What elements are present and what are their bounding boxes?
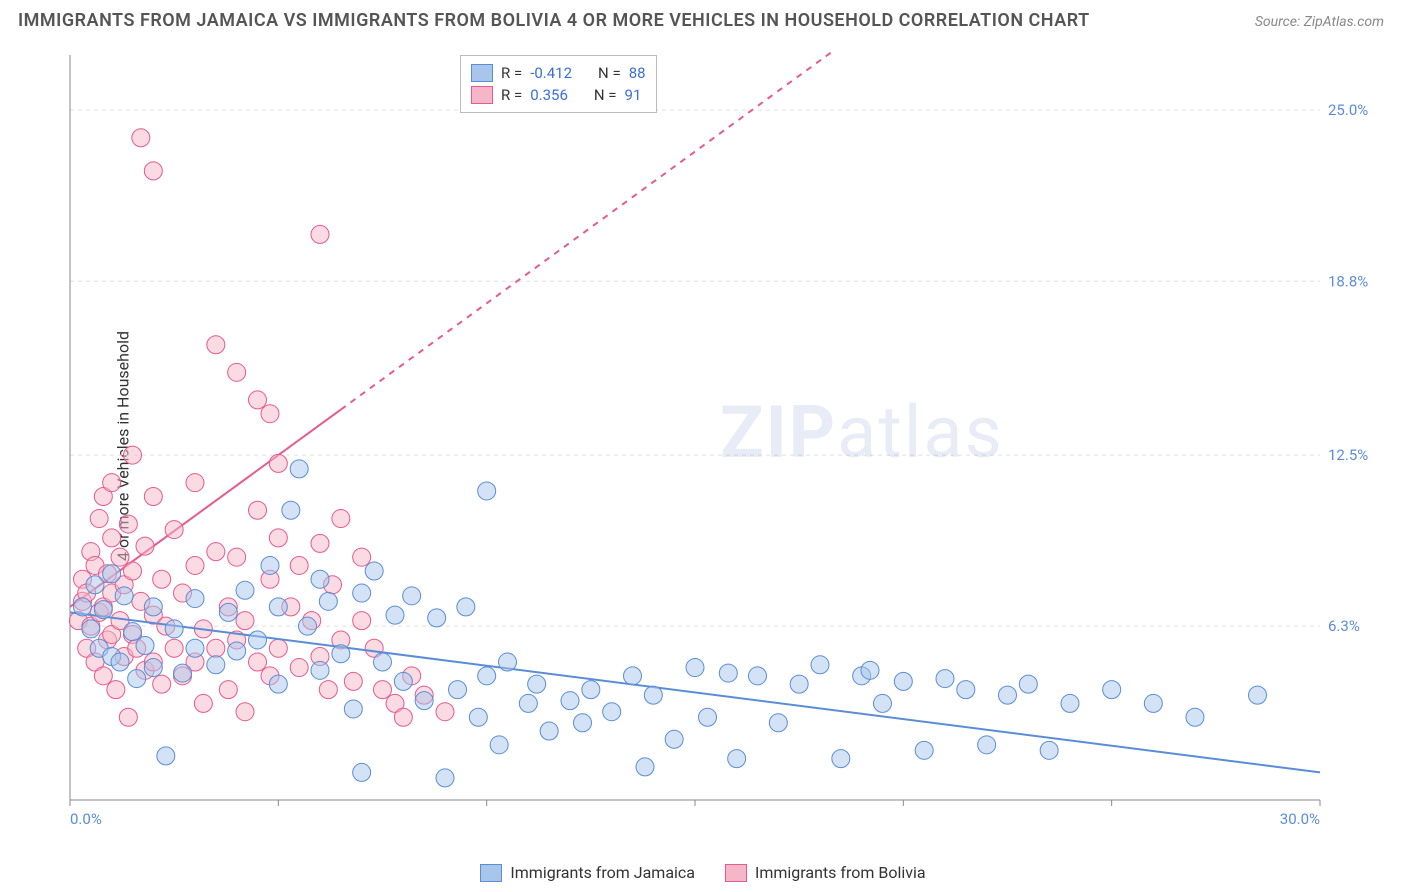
r-value-bolivia: 0.356 [530,86,568,104]
plot-area: 6.3% 12.5% 18.8% 25.0% 0.0% 30.0% [60,50,1380,840]
svg-text:6.3%: 6.3% [1328,617,1360,635]
swatch-bolivia [471,86,493,104]
r-value-jamaica: -0.412 [530,64,572,82]
swatch-bolivia-icon [725,864,747,882]
swatch-jamaica-icon [480,864,502,882]
n-value-jamaica: 88 [629,64,646,82]
svg-text:25.0%: 25.0% [1328,101,1368,119]
series-legend: Immigrants from Jamaica Immigrants from … [0,863,1406,882]
svg-text:18.8%: 18.8% [1328,272,1368,290]
n-value-bolivia: 91 [625,86,642,104]
correlation-legend: R = -0.412 N = 88 R = 0.356 N = 91 [460,55,657,113]
legend-item-jamaica: Immigrants from Jamaica [480,863,695,882]
legend-row-bolivia: R = 0.356 N = 91 [471,84,646,106]
legend-item-bolivia: Immigrants from Bolivia [725,863,926,882]
scatter-chart: 6.3% 12.5% 18.8% 25.0% 0.0% 30.0% [60,50,1380,840]
svg-text:0.0%: 0.0% [70,810,102,828]
svg-text:12.5%: 12.5% [1328,446,1368,464]
chart-title: IMMIGRANTS FROM JAMAICA VS IMMIGRANTS FR… [18,10,1090,31]
source-label: Source: ZipAtlas.com [1255,14,1384,30]
legend-row-jamaica: R = -0.412 N = 88 [471,62,646,84]
swatch-jamaica [471,64,493,82]
svg-text:30.0%: 30.0% [1280,810,1320,828]
